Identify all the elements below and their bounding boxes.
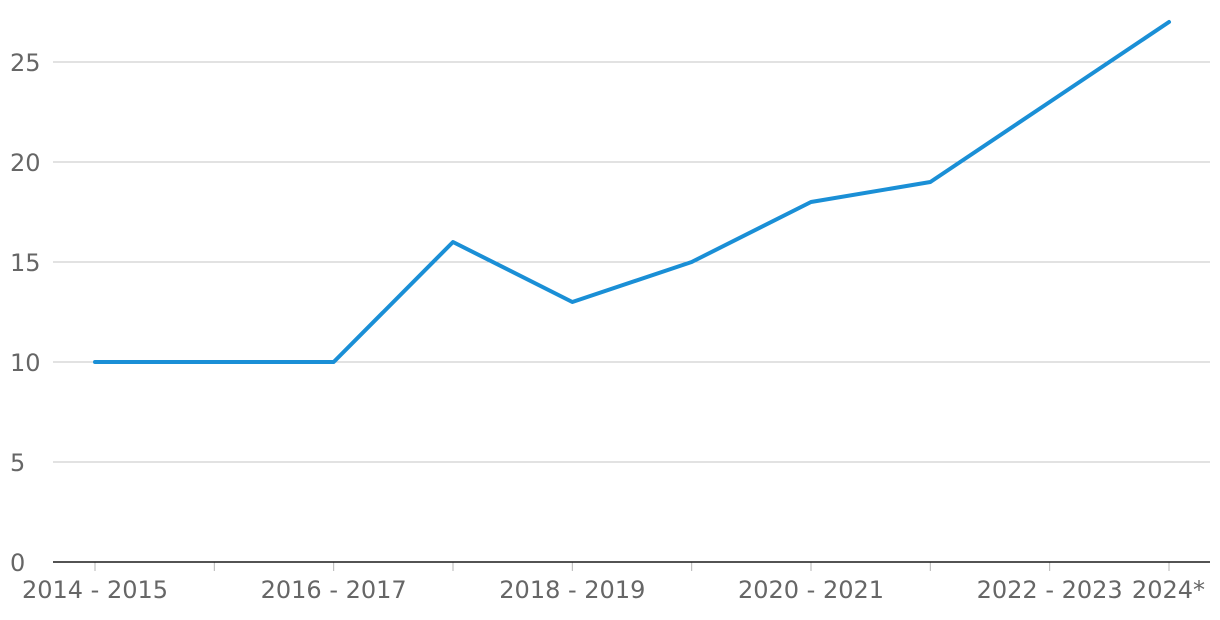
x-tick-label: 2014 - 2015 [22,576,168,604]
y-tick-label: 25 [10,49,41,77]
series-line-1 [93,20,1171,364]
y-tick-label: 20 [10,149,41,177]
x-tick-label: 2020 - 2021 [738,576,884,604]
x-tick-label: 2022 - 2023 [977,576,1123,604]
y-axis-ticks: 0 5 10 15 20 25 [10,49,41,577]
x-tick-label: 2024* [1132,576,1205,604]
y-tick-label: 0 [10,549,25,577]
x-tick-label: 2016 - 2017 [261,576,407,604]
x-axis-ticks: 2014 - 2015 2016 - 2017 2018 - 2019 2020 - … [22,562,1205,604]
y-tick-label: 15 [10,249,41,277]
x-tick-label: 2018 - 2019 [499,576,645,604]
gridlines [53,61,1210,463]
y-tick-label: 10 [10,349,41,377]
y-tick-label: 5 [10,449,25,477]
series-group [93,20,1171,364]
